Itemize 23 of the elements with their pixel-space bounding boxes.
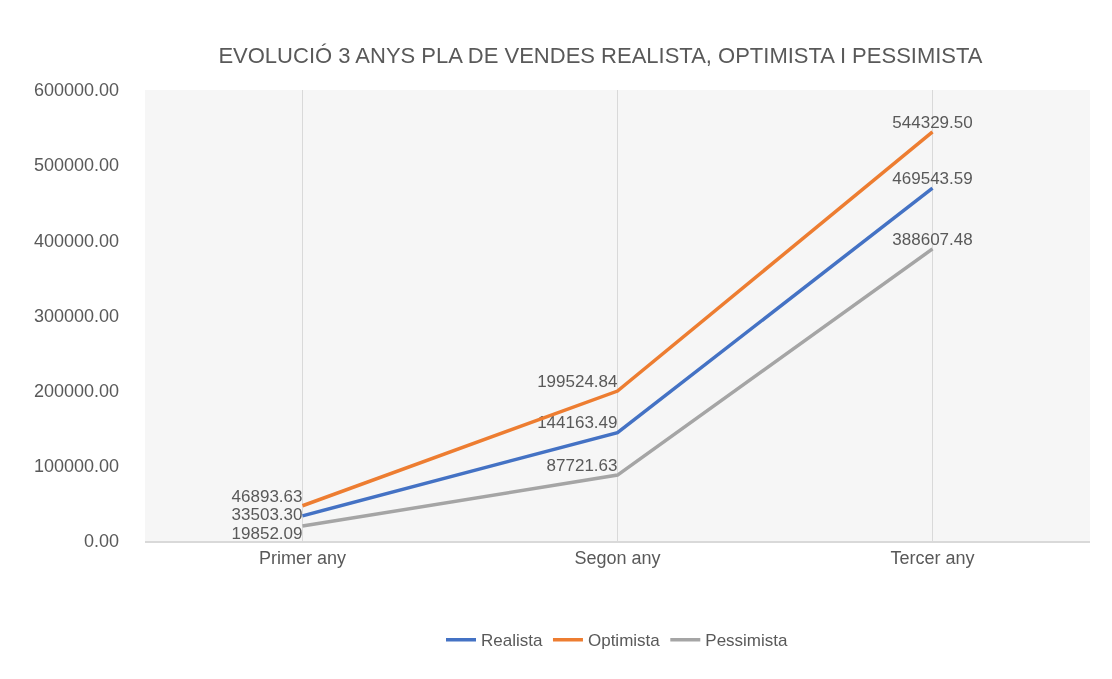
legend-label: Pessimista bbox=[705, 631, 789, 651]
y-tick-label: 100000.00 bbox=[33, 456, 119, 477]
y-tick-label: 200000.00 bbox=[33, 380, 119, 401]
chart-title: EVOLUCIÓ 3 ANYS PLA DE VENDES REALISTA, OPTIMISTA I PESSIMISTA bbox=[218, 42, 983, 68]
data-label: 144163.49 bbox=[537, 413, 618, 433]
y-tick-label: 0.00 bbox=[83, 531, 119, 552]
y-tick-label: 300000.00 bbox=[33, 305, 119, 326]
legend-label: Realista bbox=[481, 631, 543, 651]
y-tick-label: 600000.00 bbox=[33, 80, 119, 101]
x-tick-label: Primer any bbox=[258, 548, 347, 569]
data-label: 87721.63 bbox=[546, 455, 618, 475]
data-label: 544329.50 bbox=[892, 112, 973, 132]
data-label: 33503.30 bbox=[231, 505, 303, 525]
data-label: 388607.48 bbox=[892, 229, 973, 249]
data-label: 46893.63 bbox=[231, 486, 303, 506]
x-tick-label: Segon any bbox=[574, 548, 661, 569]
y-tick-label: 500000.00 bbox=[33, 155, 119, 176]
y-tick-label: 400000.00 bbox=[33, 230, 119, 251]
legend-label: Optimista bbox=[587, 631, 661, 651]
data-label: 469543.59 bbox=[892, 168, 973, 188]
x-tick-label: Tercer any bbox=[890, 548, 975, 569]
data-label: 199524.84 bbox=[537, 371, 618, 391]
data-label: 19852.09 bbox=[231, 523, 303, 543]
